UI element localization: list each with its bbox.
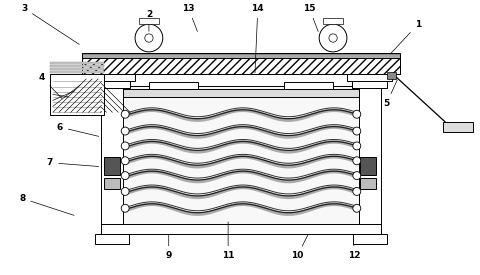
Circle shape: [121, 157, 129, 165]
Text: 1: 1: [390, 20, 421, 54]
Bar: [101, 86, 123, 224]
Text: 13: 13: [182, 4, 197, 31]
Circle shape: [121, 110, 129, 118]
Bar: [347, 74, 393, 81]
Bar: [101, 224, 381, 234]
Bar: [324, 18, 343, 24]
Bar: [82, 53, 400, 55]
Circle shape: [121, 142, 129, 150]
Bar: [443, 122, 473, 132]
Text: 8: 8: [19, 194, 74, 215]
Bar: [386, 72, 396, 79]
Circle shape: [121, 127, 129, 135]
Circle shape: [353, 157, 361, 165]
Circle shape: [353, 204, 361, 212]
Text: 10: 10: [291, 235, 308, 260]
Bar: [284, 82, 333, 89]
Bar: [139, 18, 158, 24]
Bar: [360, 157, 376, 175]
Text: 9: 9: [166, 235, 172, 260]
Bar: [123, 89, 359, 97]
Text: 11: 11: [222, 222, 234, 260]
Circle shape: [353, 142, 361, 150]
Circle shape: [353, 110, 361, 118]
Bar: [95, 79, 130, 87]
Circle shape: [121, 188, 129, 196]
Bar: [82, 53, 400, 74]
Bar: [50, 74, 104, 115]
Bar: [50, 71, 104, 73]
Text: 3: 3: [21, 4, 79, 45]
Bar: [149, 82, 198, 89]
Bar: [96, 234, 129, 244]
Bar: [352, 79, 387, 87]
Circle shape: [121, 204, 129, 212]
Bar: [90, 74, 135, 81]
Text: 14: 14: [252, 4, 264, 73]
Circle shape: [353, 127, 361, 135]
Text: 6: 6: [57, 123, 99, 136]
Bar: [359, 86, 381, 224]
Circle shape: [145, 34, 153, 42]
Bar: [121, 86, 359, 224]
Circle shape: [353, 188, 361, 196]
Bar: [50, 68, 104, 70]
Bar: [50, 65, 104, 67]
Bar: [353, 234, 386, 244]
Circle shape: [329, 34, 337, 42]
Bar: [360, 178, 376, 189]
Bar: [82, 55, 400, 58]
Text: 15: 15: [303, 4, 318, 31]
Bar: [104, 178, 120, 189]
Text: 12: 12: [348, 245, 360, 260]
Circle shape: [319, 24, 347, 52]
Bar: [82, 58, 400, 74]
Text: 4: 4: [39, 73, 62, 98]
Circle shape: [135, 24, 163, 52]
Bar: [50, 62, 104, 64]
Circle shape: [353, 172, 361, 180]
Bar: [104, 157, 120, 175]
Text: 2: 2: [146, 10, 152, 31]
Circle shape: [121, 172, 129, 180]
Text: 5: 5: [384, 80, 397, 108]
Text: 7: 7: [47, 158, 99, 167]
